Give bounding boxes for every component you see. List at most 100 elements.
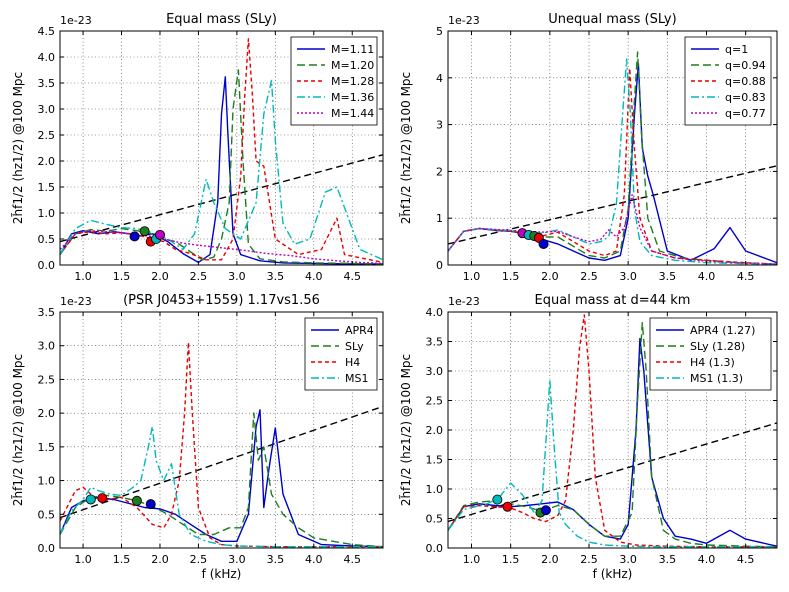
merger-marker-1 [492,494,503,505]
y-tick-label: 1.5 [38,441,56,454]
legend-entry: M=1.20 [331,59,374,72]
merger-marker-5 [154,229,165,240]
axes-frame [447,30,778,266]
legend-entry: q=0.94 [725,59,766,72]
y-tick-label: 0.5 [38,233,56,246]
merger-marker-3 [131,495,142,506]
legend-entry: q=0.77 [725,107,766,120]
legend-entry: M=1.11 [331,43,374,56]
legend: APR4 (1.27) SLy (1.28) H4 (1.3) MS1 (1.3) [649,317,772,391]
y-exponent-label: 1e-23 [448,14,480,27]
legend-entry: M=1.44 [331,107,374,120]
x-tick-label: 3.0 [228,553,246,566]
y-axis-label: 2h̃f1/2 (hz1/2) @100 Mpc [399,72,413,224]
y-tick-label: 1 [436,212,443,225]
y-tick-label: 4.0 [426,306,444,319]
y-tick-label: 3.5 [38,77,56,90]
series-line-4 [448,58,777,265]
y-tick-label: 3.5 [38,306,56,319]
x-tick-label: 1.5 [113,270,131,283]
legend-entry: q=0.83 [725,91,766,104]
y-tick-label: 3.0 [426,365,444,378]
y-tick-label: 2.5 [38,129,56,142]
chart-panel-2: 1.0 1.5 2.0 2.5 3.0 3.5 4.0 4.5 0 1 2 3 4 5 1e-23 Unequ… [399,12,778,283]
x-tick-label: 2.0 [541,553,559,566]
legend-entry: M=1.36 [331,91,374,104]
legend: q=1 q=0.94 q=0.88 q=0.83 q=0.77 [684,36,772,126]
legend-entry: q=1 [725,43,748,56]
x-axis-label: f (kHz) [593,567,633,581]
legend-entry: MS1 [345,372,368,385]
chart-title: Equal mass (SLy) [166,12,277,27]
y-axis-label: 2h̃f1/2 (hz1/2) @100 Mpc [11,72,25,224]
y-tick-label: 3.5 [426,336,444,349]
axes-frame [59,30,384,266]
legend-entry: MS1 (1.3) [690,372,743,385]
x-tick-label: 4.5 [737,270,755,283]
x-tick-label: 3.0 [228,270,246,283]
legend: APR4 SLy H4 MS1 [304,317,378,391]
legend-entry: APR4 [345,324,374,337]
y-axis-label: 2h̃f1/2 (hz1/2) @100 Mpc [11,354,25,506]
x-tick-label: 3.5 [659,270,677,283]
plot-lines [448,51,777,265]
x-tick-label: 3.0 [619,553,637,566]
y-tick-label: 2.0 [426,424,444,437]
x-tick-label: 2.5 [580,553,598,566]
y-tick-label: 2.0 [38,155,56,168]
y-tick-label: 0.5 [426,513,444,526]
y-tick-label: 4.5 [38,25,56,38]
y-tick-label: 2 [436,165,443,178]
y-exponent-label: 1e-23 [448,295,480,308]
merger-marker-1 [85,494,96,505]
chart-title: Unequal mass (SLy) [548,12,676,27]
legend: M=1.11 M=1.20 M=1.28 M=1.36 M=1.44 [290,36,378,126]
merger-marker-5 [538,238,549,249]
series-line-5 [448,194,777,265]
legend-entry: SLy (1.28) [690,340,745,353]
x-tick-label: 2.5 [580,270,598,283]
y-tick-label: 0.0 [426,542,444,555]
series-line-4 [448,379,777,548]
x-axis-label: f (kHz) [202,567,242,581]
y-tick-label: 1.5 [38,181,56,194]
y-tick-label: 1.0 [426,483,444,496]
plot-lines [60,38,383,265]
merger-marker-4 [145,499,156,510]
noise-curve [60,154,383,243]
y-tick-label: 3.0 [38,340,56,353]
x-tick-label: 1.5 [502,270,520,283]
axes-frame [59,311,384,549]
legend-entry: H4 (1.3) [690,356,735,369]
y-exponent-label: 1e-23 [60,14,92,27]
x-tick-label: 4.0 [305,553,323,566]
x-tick-label: 1.0 [463,553,481,566]
x-tick-label: 1.0 [74,553,92,566]
series-line-2 [60,69,383,265]
legend-entry: SLy [345,340,364,353]
chart-title: Equal mass at d=44 km [535,293,691,308]
series-line-1 [448,63,777,264]
y-tick-label: 0 [436,259,443,272]
y-tick-label: 2.0 [38,407,56,420]
y-tick-label: 1.5 [426,454,444,467]
series-line-2 [60,412,383,548]
merger-marker-2 [97,493,108,504]
legend-entry: APR4 (1.27) [690,324,755,337]
merger-marker-1 [129,231,140,242]
x-tick-label: 4.0 [698,553,716,566]
x-tick-label: 1.0 [463,270,481,283]
x-tick-label: 2.0 [541,270,559,283]
x-tick-label: 1.5 [502,553,520,566]
series-line-4 [60,425,383,548]
merger-marker-2 [502,501,513,512]
chart-panel-3: 1.0 1.5 2.0 2.5 3.0 3.5 4.0 4.5 0.0 0.5 1.0 1.5 2.0 2… [11,293,384,581]
plot-lines [60,341,383,548]
y-exponent-label: 1e-23 [60,295,92,308]
y-tick-label: 1.0 [38,475,56,488]
x-tick-label: 3.5 [267,270,285,283]
x-tick-label: 4.5 [343,270,361,283]
x-tick-label: 3.0 [619,270,637,283]
y-tick-label: 3 [436,119,443,132]
